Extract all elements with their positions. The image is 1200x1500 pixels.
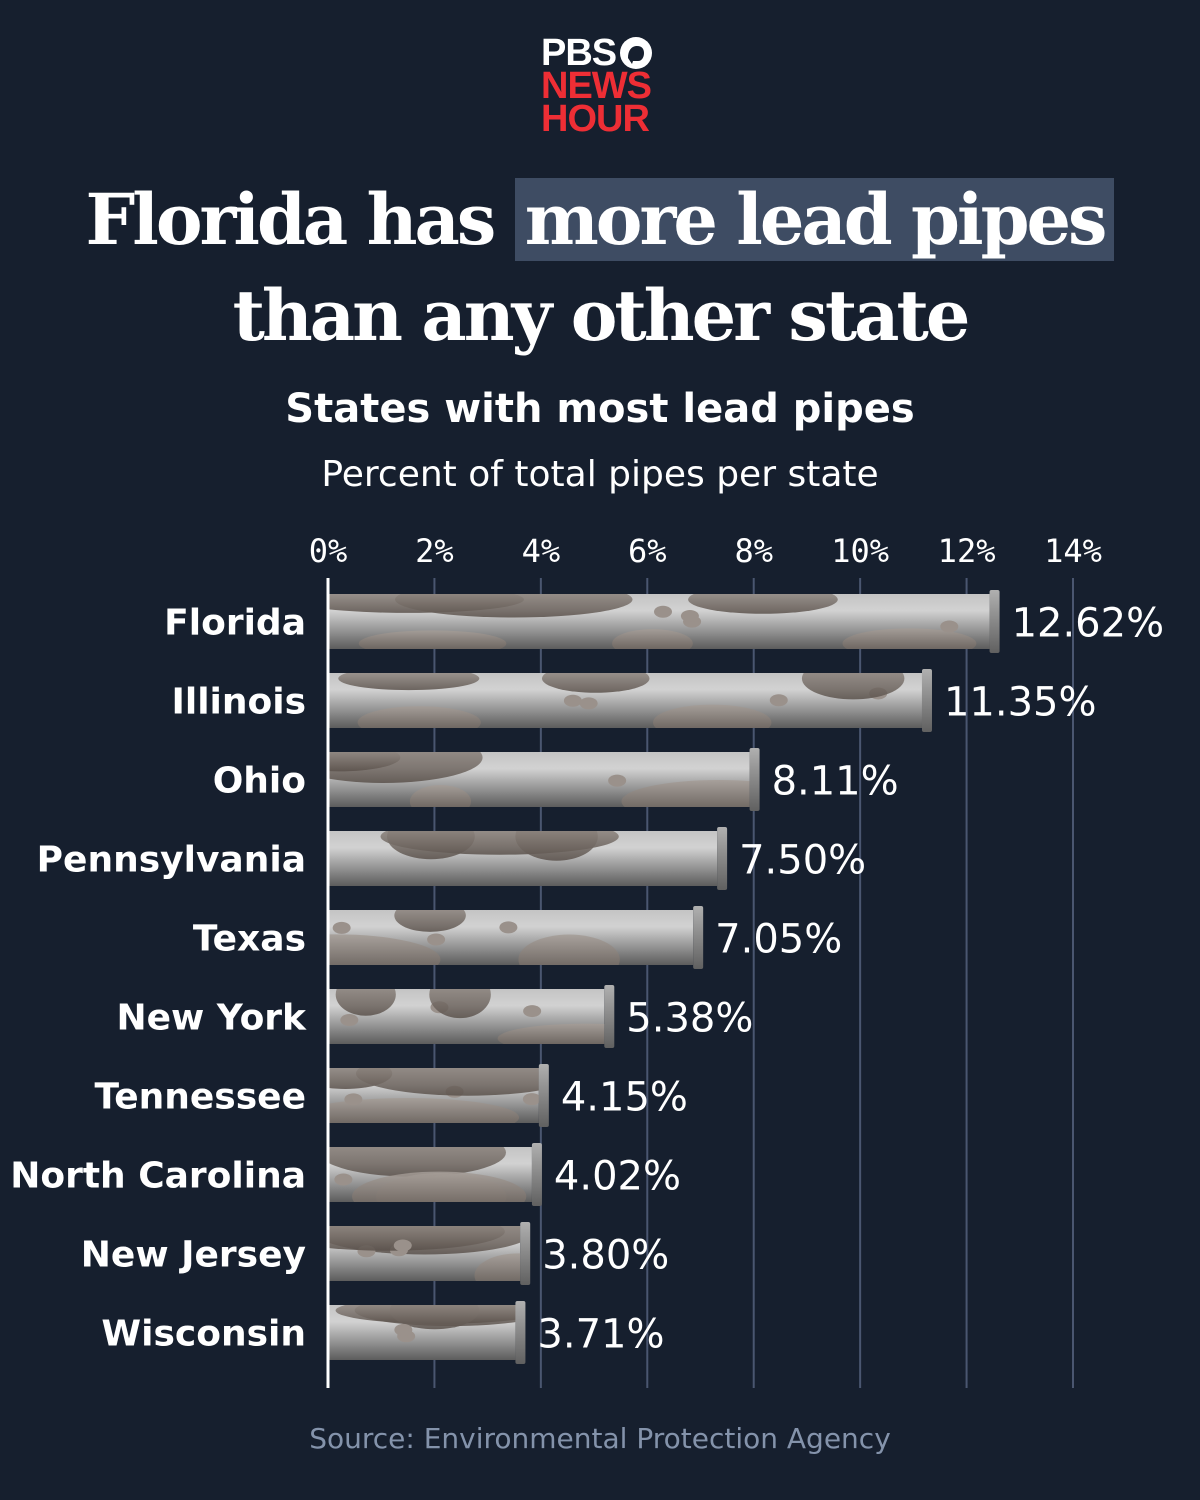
- logo-news: NEWS: [541, 65, 652, 107]
- bar-ohio: Ohio 8.11%: [213, 748, 899, 811]
- value-label: 8.11%: [772, 759, 899, 805]
- value-label: 7.05%: [715, 917, 842, 963]
- pipe-cap: [538, 1064, 549, 1127]
- value-label: 3.80%: [542, 1233, 669, 1279]
- pbs-head-icon: [620, 37, 653, 69]
- bar-florida: Florida 12.62%: [164, 590, 1165, 653]
- x-tick-label: 6%: [628, 532, 667, 570]
- category-label: Texas: [193, 919, 306, 960]
- pbs-newshour-logo: PBS NEWS HOUR: [541, 31, 671, 140]
- pipe-cap: [520, 1222, 531, 1285]
- bar-tennessee: Tennessee 4.15%: [94, 1064, 688, 1127]
- x-tick-label: 10%: [831, 532, 889, 570]
- x-tick-label: 4%: [522, 532, 561, 570]
- value-label: 3.71%: [537, 1312, 664, 1358]
- headline: Florida has more lead pipes than any oth…: [0, 172, 1200, 364]
- value-label: 11.35%: [944, 680, 1097, 726]
- bar-texas: Texas 7.05%: [193, 906, 842, 969]
- rust-texture: [338, 673, 905, 728]
- value-label: 4.15%: [561, 1075, 688, 1121]
- category-label: Tennessee: [94, 1077, 306, 1118]
- bar-new-york: New York 5.38%: [116, 985, 753, 1048]
- rust-texture: [328, 1226, 521, 1281]
- rust-texture: [328, 752, 750, 807]
- pipe-cap: [531, 1143, 542, 1206]
- value-label: 12.62%: [1012, 601, 1165, 647]
- rust-texture: [335, 1305, 516, 1343]
- x-tick-label: 14%: [1044, 532, 1102, 570]
- source-note: Source: Environmental Protection Agency: [309, 1422, 891, 1455]
- bar-new-jersey: New Jersey 3.80%: [81, 1222, 669, 1285]
- x-tick-label: 2%: [415, 532, 454, 570]
- category-label: Florida: [164, 603, 306, 644]
- category-label: New York: [116, 998, 307, 1039]
- category-label: Pennsylvania: [37, 840, 306, 881]
- chart-title: States with most lead pipes: [285, 386, 915, 432]
- value-label: 4.02%: [554, 1154, 681, 1200]
- rust-texture: [328, 910, 620, 965]
- chart-subtitle: Percent of total pipes per state: [321, 454, 879, 495]
- logo-hour: HOUR: [541, 98, 650, 140]
- pipe-cap: [717, 827, 728, 890]
- rust-texture: [328, 594, 977, 649]
- rust-texture: [328, 1068, 539, 1123]
- pipe-cap: [515, 1301, 526, 1364]
- bar-wisconsin: Wisconsin 3.71%: [101, 1301, 665, 1364]
- x-tick-label: 12%: [938, 532, 996, 570]
- category-label: Illinois: [171, 682, 306, 723]
- pipe-cap: [693, 906, 704, 969]
- category-label: New Jersey: [81, 1235, 306, 1276]
- headline-part1: Florida has: [85, 178, 515, 261]
- category-label: North Carolina: [10, 1156, 306, 1197]
- rust-texture: [328, 1147, 527, 1202]
- pipe-cap: [921, 669, 932, 732]
- headline-part2: than any other state: [232, 274, 971, 357]
- rust-texture: [380, 831, 619, 861]
- bar-illinois: Illinois 11.35%: [171, 669, 1097, 732]
- bar-north-carolina: North Carolina 4.02%: [10, 1143, 681, 1206]
- value-label: 5.38%: [626, 996, 753, 1042]
- pipe-cap: [989, 590, 1000, 653]
- category-label: Ohio: [213, 761, 306, 802]
- pipe-cap: [749, 748, 760, 811]
- logo-pbs: PBS: [541, 31, 617, 74]
- category-label: Wisconsin: [101, 1314, 306, 1355]
- pipe-cap: [604, 985, 615, 1048]
- headline-highlight: more lead pipes: [514, 178, 1115, 261]
- rust-texture: [335, 989, 605, 1044]
- bar-pennsylvania: Pennsylvania 7.50%: [37, 827, 866, 890]
- x-tick-label: 0%: [309, 532, 348, 570]
- x-tick-label: 8%: [734, 532, 773, 570]
- value-label: 7.50%: [739, 838, 866, 884]
